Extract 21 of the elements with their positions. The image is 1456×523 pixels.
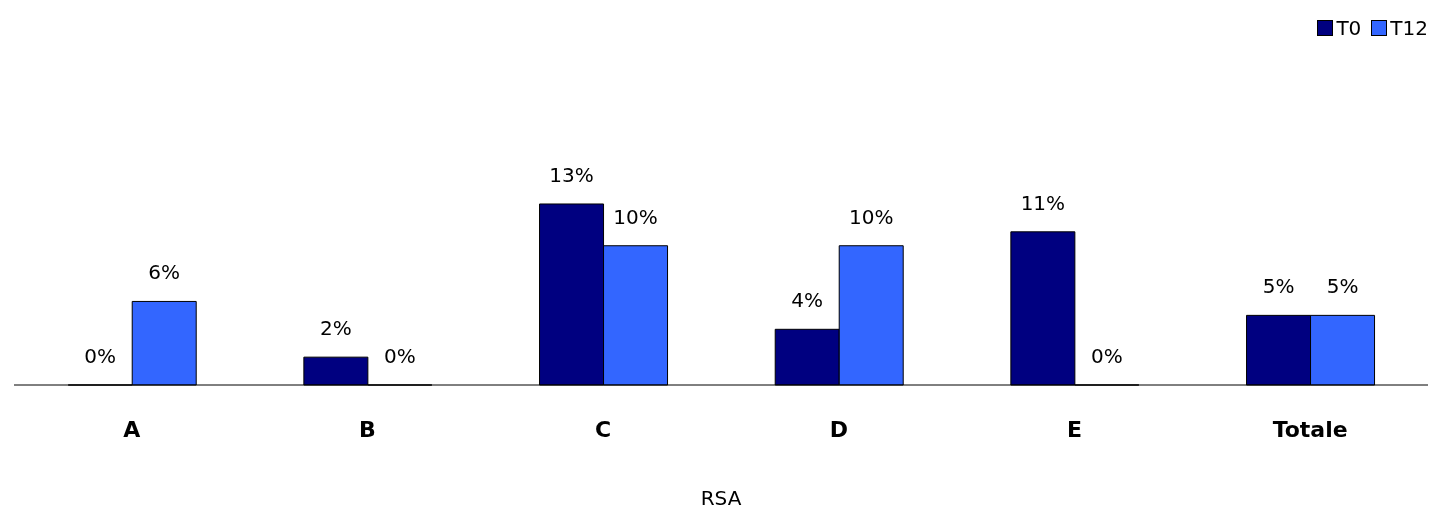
data-label: 6% (148, 260, 181, 285)
data-label: 0% (384, 343, 416, 368)
data-label: 13% (549, 162, 594, 187)
data-label: 10% (848, 204, 894, 229)
data-label: 0% (84, 343, 117, 368)
data-label: 5% (1262, 274, 1295, 299)
x-tick-label: E (1066, 416, 1083, 442)
data-label: 11% (1020, 190, 1066, 215)
legend-label: T0 (1335, 16, 1362, 40)
x-axis-title: RSA (700, 486, 742, 510)
data-label: 0% (1091, 343, 1123, 368)
x-tick-label: Totale (1272, 416, 1348, 442)
x-tick-label: C (595, 416, 612, 442)
legend-label: T12 (1389, 16, 1428, 40)
data-label: 10% (613, 204, 658, 229)
x-tick-label: B (359, 416, 376, 442)
x-tick-label: A (123, 416, 141, 442)
data-label: 5% (1326, 274, 1359, 299)
data-label: 4% (791, 288, 824, 313)
x-tick-label: D (829, 416, 848, 442)
data-label: 2% (320, 316, 352, 341)
